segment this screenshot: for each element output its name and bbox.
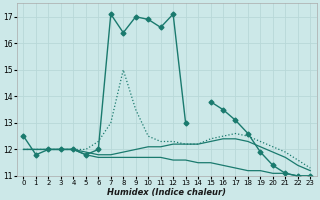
- X-axis label: Humidex (Indice chaleur): Humidex (Indice chaleur): [108, 188, 226, 197]
